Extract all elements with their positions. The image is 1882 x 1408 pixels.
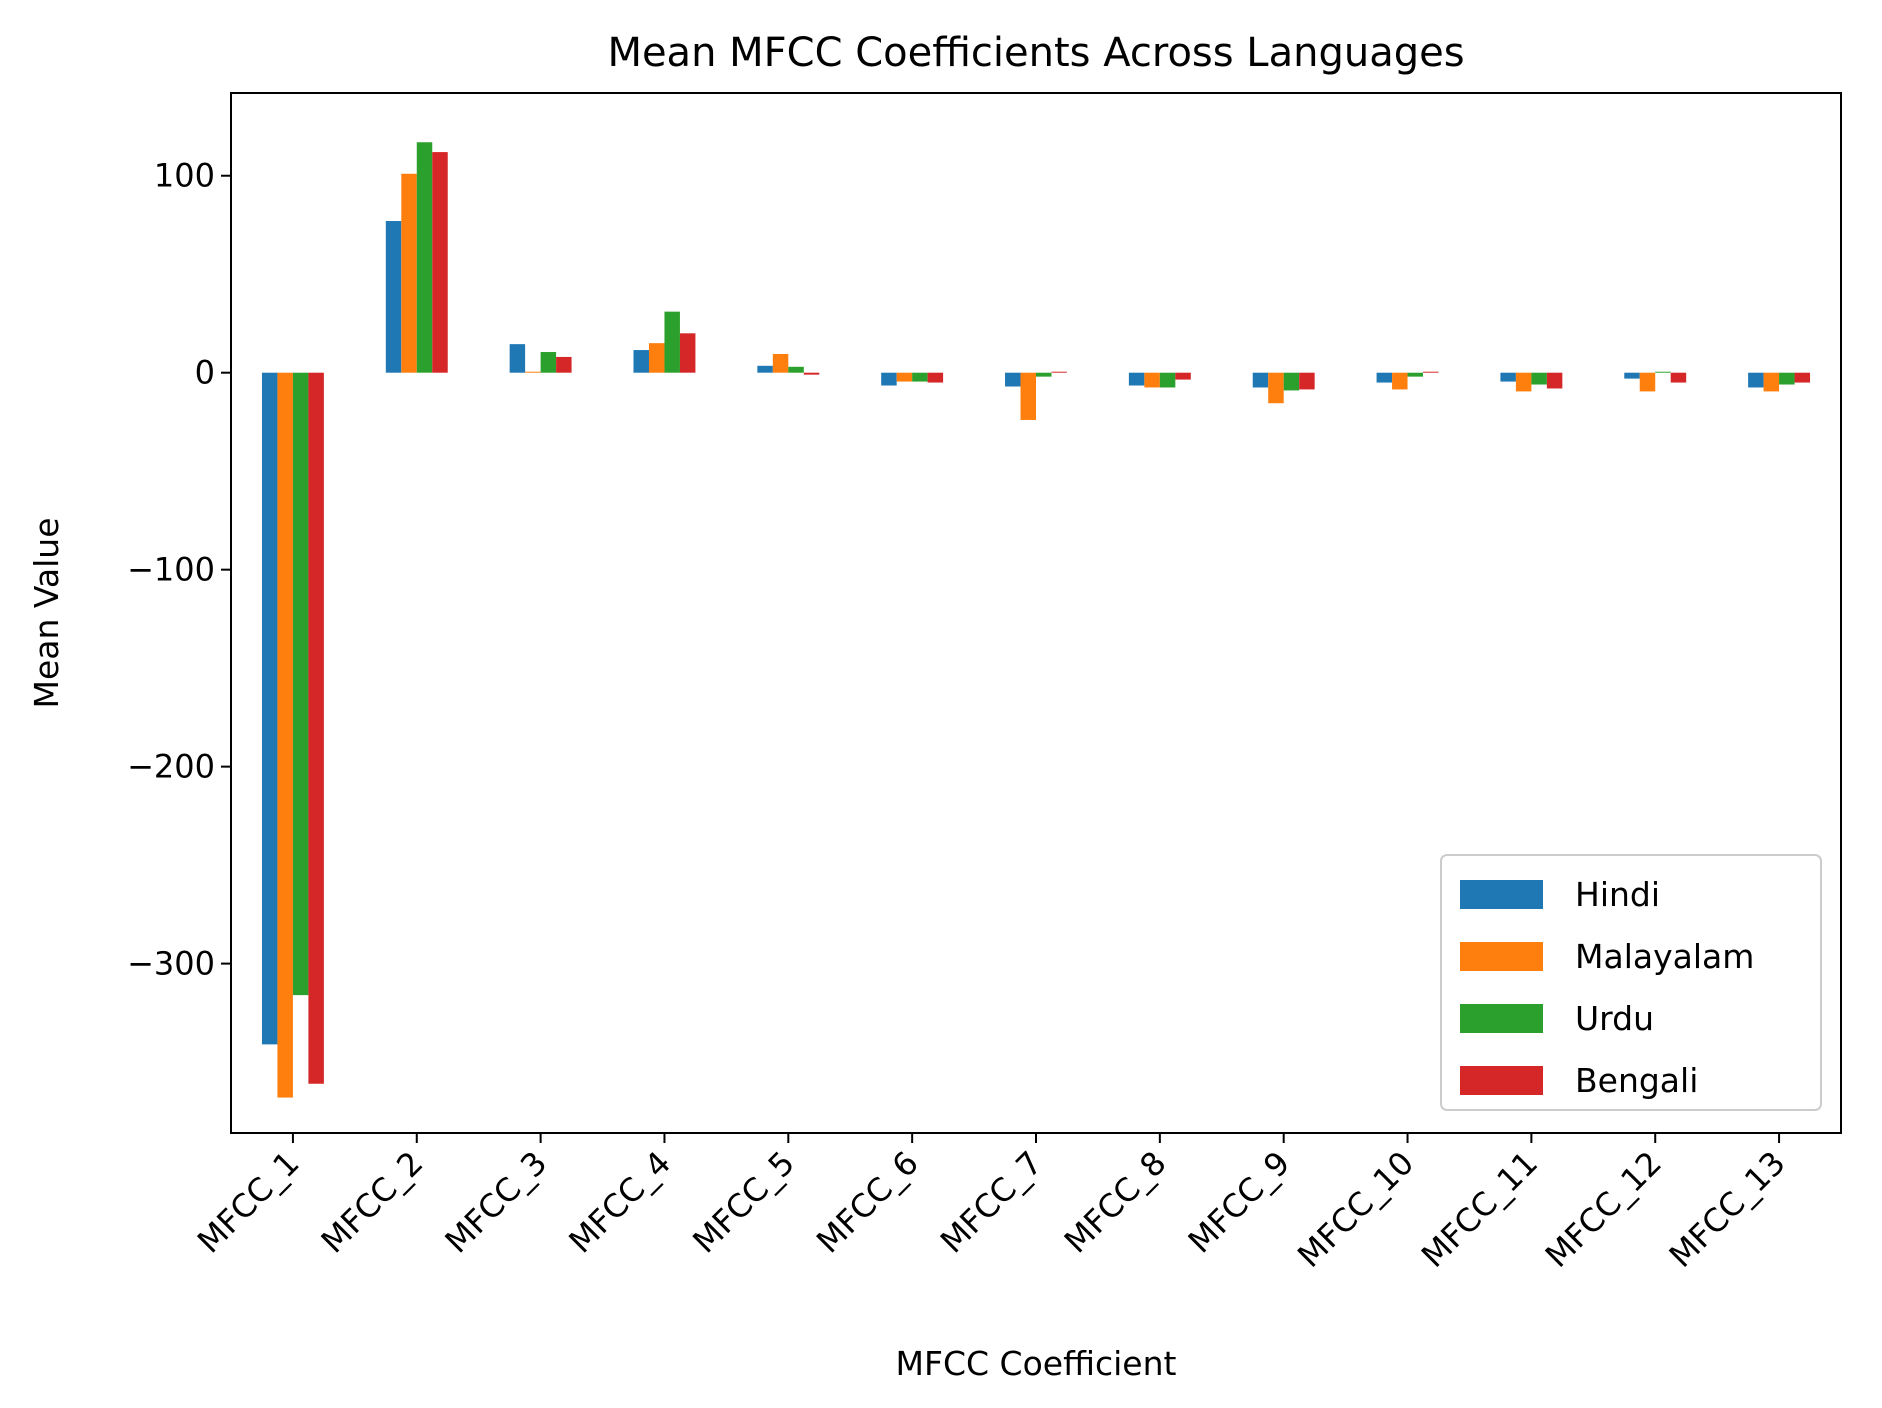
bar-urdu-mfcc-9 [1283,372,1300,391]
bar-malayalam-mfcc-11 [1515,372,1532,392]
legend-label-malayalam: Malayalam [1575,937,1754,976]
bar-urdu-mfcc-12 [1655,371,1671,373]
legend: Hindi Malayalam Urdu Bengali [1440,854,1822,1111]
bar-malayalam-mfcc-6 [896,372,913,382]
bar-bengali-mfcc-11 [1546,372,1563,389]
bar-urdu-mfcc-4 [664,311,680,373]
legend-swatch-bengali [1460,1066,1543,1095]
bar-bengali-mfcc-1 [308,372,324,1084]
bar-bengali-mfcc-4 [679,333,696,373]
chart-title: Mean MFCC Coefficients Across Languages [607,30,1464,76]
y-axis: 100 0 −100 −200 −300 [127,157,231,983]
y-tick-label: 100 [154,157,215,195]
x-tick-label: MFCC_1 [190,1144,307,1261]
x-tick-label: MFCC_11 [1414,1144,1545,1275]
bar-malayalam-mfcc-13 [1763,372,1780,392]
bar-bengali-mfcc-3 [556,356,572,373]
bar-hindi-mfcc-6 [881,372,897,386]
bar-malayalam-mfcc-12 [1639,372,1656,392]
x-tick-label: MFCC_4 [561,1144,678,1261]
bar-malayalam-mfcc-3 [525,371,541,373]
legend-swatch-hindi [1460,880,1543,909]
bar-urdu-mfcc-6 [912,372,928,382]
bar-hindi-mfcc-4 [633,350,649,373]
bars-group [261,142,1811,1098]
bar-hindi-mfcc-11 [1500,372,1516,382]
bar-bengali-mfcc-2 [432,152,448,373]
bar-urdu-mfcc-5 [788,366,804,373]
legend-label-bengali: Bengali [1575,1061,1698,1100]
bar-hindi-mfcc-12 [1624,372,1640,379]
x-tick-label: MFCC_6 [809,1144,926,1261]
legend-label-hindi: Hindi [1575,875,1660,914]
bar-hindi-mfcc-13 [1748,372,1764,388]
plot-frame [230,92,1842,1134]
bar-urdu-mfcc-13 [1779,372,1795,385]
bar-malayalam-mfcc-4 [648,343,665,373]
x-tick-label: MFCC_9 [1181,1144,1298,1261]
bar-urdu-mfcc-3 [540,352,557,373]
bar-bengali-mfcc-7 [1051,371,1067,373]
legend-box [1440,854,1822,1111]
bar-hindi-mfcc-1 [261,372,278,1045]
y-tick-label: −300 [127,945,215,983]
y-tick-label: −100 [127,551,215,589]
x-tick-label: MFCC_7 [933,1144,1050,1261]
bar-hindi-mfcc-8 [1128,372,1145,386]
bar-urdu-mfcc-10 [1407,372,1424,377]
x-tick-label: MFCC_13 [1662,1144,1793,1275]
bar-malayalam-mfcc-7 [1020,372,1036,420]
bar-bengali-mfcc-5 [803,372,820,375]
bar-urdu-mfcc-8 [1159,372,1176,388]
legend-swatch-urdu [1460,1004,1543,1033]
bar-malayalam-mfcc-1 [277,372,293,1098]
bar-bengali-mfcc-10 [1423,371,1439,373]
bar-malayalam-mfcc-5 [772,353,789,373]
bar-bengali-mfcc-6 [927,372,944,383]
x-tick-label: MFCC_8 [1057,1144,1174,1261]
bar-urdu-mfcc-11 [1531,372,1547,385]
bar-malayalam-mfcc-2 [401,173,417,373]
bar-hindi-mfcc-2 [385,221,402,373]
bar-malayalam-mfcc-10 [1392,372,1408,390]
bar-hindi-mfcc-7 [1005,372,1021,387]
x-tick-label: MFCC_12 [1538,1144,1669,1275]
y-axis-label: Mean Value [27,517,66,708]
x-axis-label: MFCC Coefficient [896,1344,1177,1383]
x-axis: MFCC_1 MFCC_2 MFCC_3 MFCC_4 MFCC_5 MFCC_6 MFCC… [190,1133,1793,1275]
bar-hindi-mfcc-3 [509,344,526,373]
bar-urdu-mfcc-7 [1036,372,1052,377]
x-tick-label: MFCC_2 [314,1144,431,1261]
bar-hindi-mfcc-5 [757,365,773,373]
bar-hindi-mfcc-9 [1252,372,1269,388]
bar-malayalam-mfcc-9 [1268,372,1284,404]
bar-bengali-mfcc-12 [1670,372,1687,383]
bar-urdu-mfcc-2 [416,142,433,373]
bar-bengali-mfcc-9 [1299,372,1315,390]
x-tick-label: MFCC_10 [1290,1144,1421,1275]
bar-hindi-mfcc-10 [1376,372,1393,383]
y-tick-label: 0 [195,354,215,392]
bar-bengali-mfcc-8 [1175,372,1191,380]
legend-swatch-malayalam [1460,942,1543,971]
bar-malayalam-mfcc-8 [1144,372,1160,388]
y-tick-label: −200 [127,748,215,786]
x-tick-label: MFCC_5 [685,1144,802,1261]
bar-urdu-mfcc-1 [292,372,309,996]
x-tick-label: MFCC_3 [438,1144,555,1261]
bar-bengali-mfcc-13 [1794,372,1811,383]
legend-label-urdu: Urdu [1575,999,1654,1038]
